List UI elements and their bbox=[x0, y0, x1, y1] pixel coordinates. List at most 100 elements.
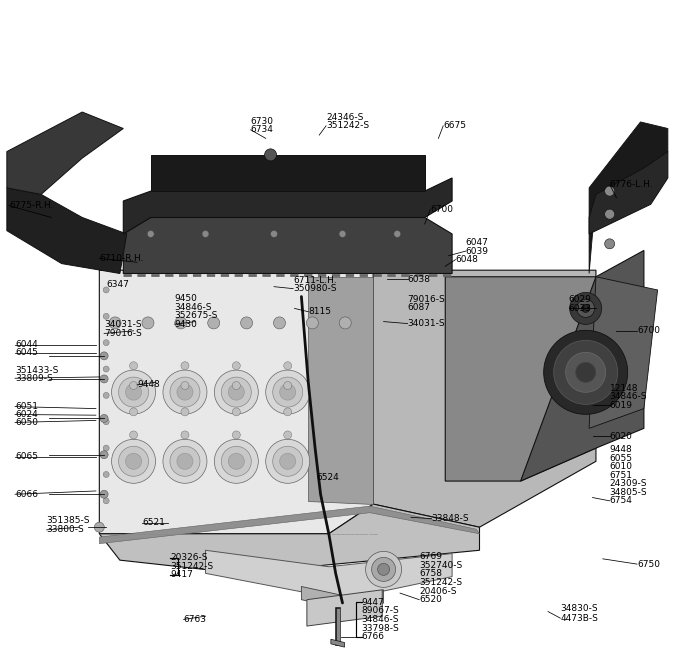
Text: 79016-S: 79016-S bbox=[104, 329, 142, 338]
Polygon shape bbox=[123, 217, 452, 273]
Text: 6029: 6029 bbox=[569, 295, 591, 304]
Text: 6039: 6039 bbox=[466, 246, 489, 256]
Circle shape bbox=[377, 563, 390, 575]
Circle shape bbox=[214, 440, 258, 483]
Circle shape bbox=[109, 317, 121, 329]
Text: 6775-R.H.: 6775-R.H. bbox=[9, 201, 53, 210]
Circle shape bbox=[544, 330, 627, 415]
Text: 6710-R.H.: 6710-R.H. bbox=[99, 254, 144, 263]
Circle shape bbox=[170, 377, 200, 407]
Text: 6758: 6758 bbox=[419, 569, 443, 579]
Text: 6520: 6520 bbox=[419, 595, 442, 604]
Text: 6033: 6033 bbox=[569, 304, 592, 313]
Text: 351242-S: 351242-S bbox=[326, 121, 369, 130]
Circle shape bbox=[129, 362, 138, 370]
Text: 352740-S: 352740-S bbox=[419, 561, 462, 570]
Text: 351242-S: 351242-S bbox=[419, 578, 462, 587]
Circle shape bbox=[339, 231, 346, 237]
Text: 20406-S: 20406-S bbox=[419, 587, 457, 596]
Circle shape bbox=[100, 490, 108, 498]
Circle shape bbox=[266, 370, 310, 414]
Text: 33798-S: 33798-S bbox=[362, 623, 399, 633]
Circle shape bbox=[240, 317, 253, 329]
Circle shape bbox=[175, 317, 187, 329]
Circle shape bbox=[279, 453, 296, 469]
Circle shape bbox=[177, 453, 193, 469]
Circle shape bbox=[129, 431, 138, 439]
Text: 6044: 6044 bbox=[15, 340, 38, 349]
Text: 6700: 6700 bbox=[637, 326, 660, 335]
Text: 89067-S: 89067-S bbox=[362, 606, 399, 616]
Circle shape bbox=[202, 231, 209, 237]
Text: 6051: 6051 bbox=[15, 402, 38, 411]
Text: 12148: 12148 bbox=[610, 384, 638, 393]
Circle shape bbox=[232, 408, 240, 416]
Polygon shape bbox=[7, 112, 123, 194]
Circle shape bbox=[371, 558, 396, 581]
Circle shape bbox=[221, 377, 251, 407]
Polygon shape bbox=[151, 155, 425, 191]
Text: 6521: 6521 bbox=[142, 518, 165, 527]
Text: 6038: 6038 bbox=[408, 275, 431, 284]
Text: 6047: 6047 bbox=[466, 238, 488, 247]
Polygon shape bbox=[589, 152, 668, 234]
Text: 34031-S: 34031-S bbox=[104, 320, 142, 330]
Circle shape bbox=[306, 317, 319, 329]
Circle shape bbox=[214, 370, 258, 414]
Polygon shape bbox=[7, 188, 127, 273]
Polygon shape bbox=[308, 277, 373, 504]
Text: 6066: 6066 bbox=[15, 490, 38, 499]
Circle shape bbox=[605, 239, 614, 249]
Circle shape bbox=[366, 552, 401, 587]
Circle shape bbox=[284, 408, 292, 416]
Polygon shape bbox=[589, 122, 668, 273]
Polygon shape bbox=[589, 277, 658, 428]
Text: 6700: 6700 bbox=[430, 205, 453, 214]
Text: 24309-S: 24309-S bbox=[610, 479, 647, 488]
Circle shape bbox=[228, 453, 245, 469]
Polygon shape bbox=[445, 277, 596, 481]
Text: 6045: 6045 bbox=[15, 348, 38, 357]
Circle shape bbox=[170, 446, 200, 476]
Text: 24346-S: 24346-S bbox=[326, 113, 364, 122]
Text: 4473B-S: 4473B-S bbox=[560, 614, 598, 623]
Text: 33800-S: 33800-S bbox=[47, 525, 84, 534]
Circle shape bbox=[284, 431, 292, 439]
Circle shape bbox=[95, 522, 104, 532]
Circle shape bbox=[103, 471, 109, 478]
Circle shape bbox=[605, 186, 614, 196]
Circle shape bbox=[339, 317, 351, 329]
Polygon shape bbox=[99, 504, 479, 573]
Circle shape bbox=[271, 231, 277, 237]
Circle shape bbox=[147, 231, 154, 237]
Circle shape bbox=[577, 299, 595, 318]
Text: 6734: 6734 bbox=[251, 125, 273, 134]
Circle shape bbox=[221, 446, 251, 476]
Circle shape bbox=[103, 418, 109, 425]
Circle shape bbox=[163, 440, 207, 483]
Text: 34031-S: 34031-S bbox=[408, 319, 445, 328]
Circle shape bbox=[566, 353, 606, 392]
Text: 9448: 9448 bbox=[610, 445, 632, 454]
Circle shape bbox=[605, 209, 614, 219]
Text: 6730: 6730 bbox=[251, 117, 274, 126]
Text: 350980-S: 350980-S bbox=[293, 284, 337, 293]
Text: 6675: 6675 bbox=[443, 121, 466, 130]
Text: 8115: 8115 bbox=[308, 307, 332, 316]
Text: 34846-S: 34846-S bbox=[610, 392, 647, 401]
Text: 33848-S: 33848-S bbox=[432, 514, 469, 523]
Circle shape bbox=[575, 362, 596, 382]
Circle shape bbox=[181, 408, 189, 416]
Text: 9417: 9417 bbox=[170, 570, 192, 579]
Circle shape bbox=[125, 384, 142, 400]
Circle shape bbox=[279, 384, 296, 400]
Text: 6065: 6065 bbox=[15, 452, 38, 461]
Circle shape bbox=[103, 445, 109, 451]
Circle shape bbox=[208, 317, 220, 329]
Circle shape bbox=[103, 366, 109, 372]
Circle shape bbox=[129, 408, 138, 416]
Text: 6524: 6524 bbox=[316, 473, 339, 482]
Text: 6766: 6766 bbox=[362, 632, 385, 641]
Polygon shape bbox=[521, 250, 644, 481]
Text: 9430: 9430 bbox=[175, 320, 197, 329]
